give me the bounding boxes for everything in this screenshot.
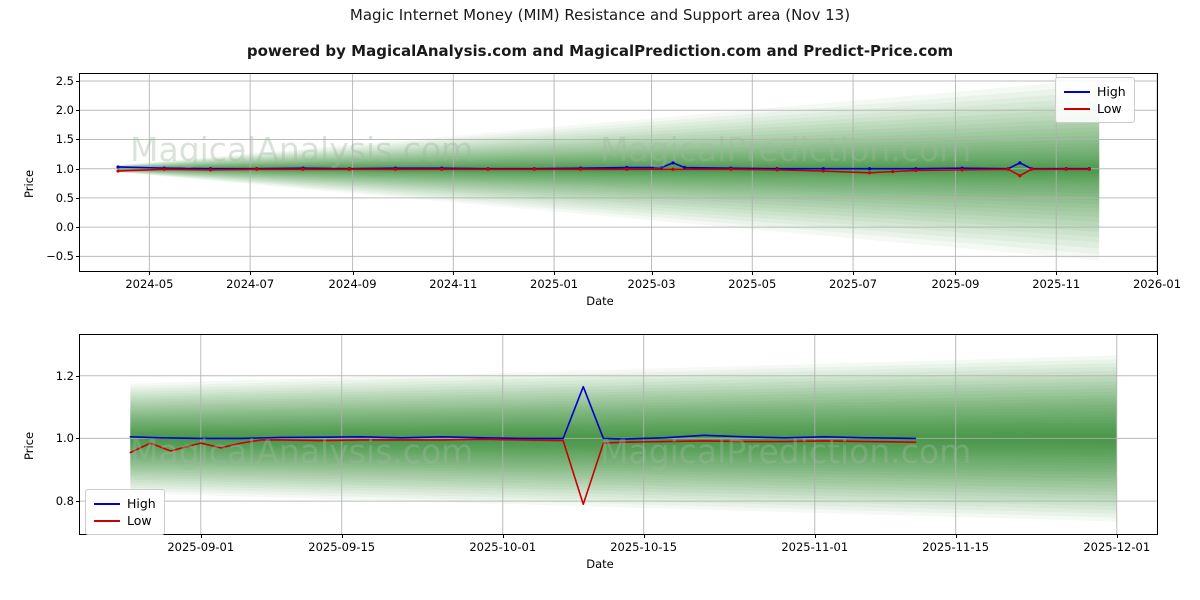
- x-tick-label: 2025-09-15: [308, 540, 376, 554]
- overview-canvas: [80, 74, 1157, 271]
- x-tick-mark: [1056, 271, 1058, 275]
- x-tick-label: 2025-05: [728, 277, 777, 291]
- x-tick-mark: [200, 534, 202, 538]
- x-tick-label: 2025-11-15: [922, 540, 990, 554]
- x-tick-mark: [853, 271, 855, 275]
- legend-swatch-high: [94, 502, 120, 505]
- x-tick-mark: [1157, 271, 1158, 275]
- legend-entry-low: Low: [1064, 100, 1126, 117]
- legend-label-low: Low: [127, 513, 152, 528]
- x-tick-mark: [502, 534, 504, 538]
- y-tick-mark: [76, 256, 80, 258]
- legend-swatch-low: [94, 519, 120, 522]
- zoomed-canvas: [80, 335, 1157, 534]
- x-tick-mark: [453, 271, 455, 275]
- x-tick-label: 2024-05: [125, 277, 174, 291]
- legend-label-low: Low: [1097, 101, 1122, 116]
- x-tick-mark: [651, 271, 653, 275]
- x-tick-mark: [250, 271, 252, 275]
- x-tick-mark: [752, 271, 754, 275]
- x-tick-label: 2024-07: [226, 277, 275, 291]
- y-tick-mark: [76, 375, 80, 377]
- series-low-line: [129, 438, 917, 506]
- x-tick-label: 2025-09-01: [167, 540, 235, 554]
- x-tick-label: 2025-10-01: [469, 540, 537, 554]
- y-tick-mark: [76, 168, 80, 170]
- y-tick-label: 1.5: [55, 132, 74, 147]
- x-tick-label: 2025-10-15: [610, 540, 678, 554]
- legend-swatch-low: [1064, 107, 1090, 110]
- x-tick-label: 2025-11: [1032, 277, 1081, 291]
- y-tick-mark: [76, 139, 80, 141]
- zoomed-legend: High Low: [85, 489, 165, 535]
- legend-label-high: High: [127, 496, 156, 511]
- x-tick-mark: [341, 534, 343, 538]
- x-tick-mark: [149, 271, 151, 275]
- series-high-line: [129, 385, 917, 440]
- x-tick-mark: [814, 534, 816, 538]
- legend-entry-high: High: [1064, 83, 1126, 100]
- overview-chart: −0.5 0.0 0.5 1.0 1.5 2.0 2.5 2024-05 2024-07 2024…: [46, 73, 1181, 291]
- x-tick-mark: [554, 271, 556, 275]
- y-tick-label: 2.5: [55, 74, 74, 88]
- legend-label-high: High: [1097, 84, 1126, 99]
- zoomed-x-axis-label: Date: [586, 557, 614, 571]
- x-tick-label: 2024-09: [328, 277, 377, 291]
- x-tick-label: 2025-11-01: [781, 540, 849, 554]
- x-tick-label: 2025-09: [931, 277, 980, 291]
- overview-plot-area: [80, 74, 1157, 271]
- x-tick-mark: [643, 534, 645, 538]
- x-tick-mark: [352, 271, 354, 275]
- y-tick-mark: [76, 438, 80, 440]
- overview-y-axis-label: Price: [22, 169, 36, 198]
- x-tick-label: 2025-01: [530, 277, 579, 291]
- legend-entry-low: Low: [94, 512, 156, 529]
- zoomed-chart: 0.8 1.0 1.2 2025-09-01 2025-09-15 2025-10-01 2…: [56, 334, 1158, 554]
- overview-legend: High Low: [1055, 77, 1135, 123]
- y-tick-label: 1.0: [55, 431, 74, 446]
- y-tick-mark: [76, 227, 80, 229]
- legend-entry-high: High: [94, 495, 156, 512]
- y-tick-label: 2.0: [55, 103, 74, 118]
- page-subtitle: powered by MagicalAnalysis.com and Magic…: [246, 42, 954, 60]
- y-tick-mark: [76, 501, 80, 503]
- x-tick-label: 2025-03: [627, 277, 676, 291]
- x-tick-label: 2024-11: [429, 277, 478, 291]
- legend-swatch-high: [1064, 90, 1090, 93]
- overview-x-axis-label: Date: [586, 294, 614, 308]
- y-tick-mark: [76, 81, 80, 82]
- y-tick-label: 0.0: [55, 220, 74, 235]
- x-tick-label: 2026-01: [1132, 277, 1182, 291]
- y-tick-label: 1.2: [55, 368, 74, 383]
- y-tick-label: 1.0: [55, 161, 74, 176]
- y-tick-label: −0.5: [46, 249, 74, 264]
- zoomed-plot-area: [80, 335, 1157, 534]
- x-tick-mark: [955, 271, 957, 275]
- page-title: Magic Internet Money (MIM) Resistance an…: [349, 6, 851, 24]
- x-tick-label: 2025-07: [829, 277, 878, 291]
- y-tick-mark: [76, 197, 80, 199]
- zoomed-y-axis-label: Price: [22, 431, 36, 460]
- y-tick-mark: [76, 110, 80, 112]
- x-tick-label: 2025-12-01: [1083, 540, 1151, 554]
- y-tick-label: 0.5: [55, 190, 74, 205]
- x-tick-mark: [955, 534, 957, 538]
- y-tick-label: 0.8: [55, 494, 74, 509]
- x-tick-mark: [1116, 534, 1118, 538]
